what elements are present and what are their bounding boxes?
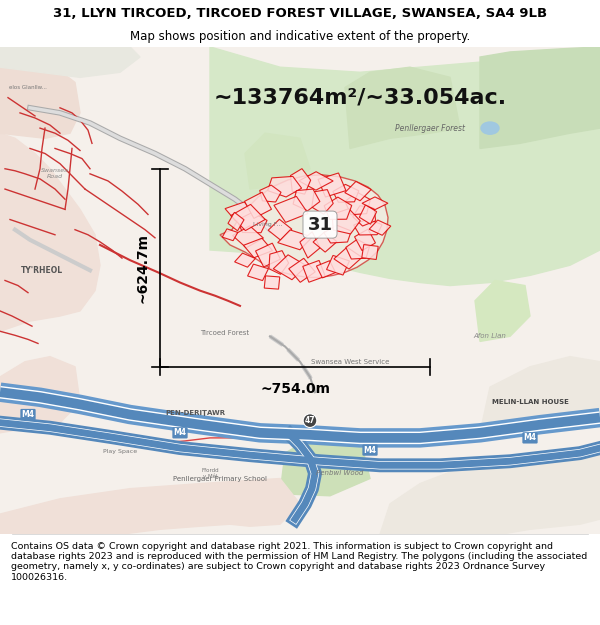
Text: M4: M4: [364, 446, 377, 454]
Polygon shape: [355, 229, 376, 251]
Polygon shape: [362, 244, 378, 259]
Polygon shape: [245, 133, 310, 189]
Polygon shape: [289, 258, 315, 282]
Polygon shape: [280, 432, 370, 496]
Polygon shape: [475, 281, 530, 341]
Polygon shape: [345, 67, 460, 148]
Polygon shape: [235, 253, 256, 268]
Polygon shape: [274, 255, 307, 280]
Text: Swansea West Service: Swansea West Service: [311, 359, 389, 365]
Polygon shape: [332, 209, 360, 234]
Polygon shape: [346, 239, 370, 259]
Polygon shape: [380, 453, 600, 534]
Polygon shape: [324, 197, 352, 219]
Ellipse shape: [481, 122, 499, 134]
Polygon shape: [220, 175, 388, 278]
Text: ~754.0m: ~754.0m: [260, 382, 330, 396]
Text: elos Glanllw...: elos Glanllw...: [9, 85, 47, 90]
Text: ~624.7m: ~624.7m: [135, 232, 149, 302]
Polygon shape: [290, 169, 311, 194]
Polygon shape: [244, 238, 272, 258]
Text: 31, LLYN TIRCOED, TIRCOED FOREST VILLAGE, SWANSEA, SA4 9LB: 31, LLYN TIRCOED, TIRCOED FOREST VILLAGE…: [53, 7, 547, 19]
Text: Ffordd
y Mêl: Ffordd y Mêl: [201, 468, 219, 479]
Polygon shape: [318, 173, 346, 197]
Text: Contains OS data © Crown copyright and database right 2021. This information is : Contains OS data © Crown copyright and d…: [11, 542, 587, 582]
Polygon shape: [313, 232, 337, 252]
Text: Penbwl Wood: Penbwl Wood: [316, 471, 364, 476]
Polygon shape: [293, 189, 320, 211]
Text: Map shows position and indicative extent of the property.: Map shows position and indicative extent…: [130, 30, 470, 43]
Polygon shape: [345, 192, 370, 215]
Polygon shape: [237, 213, 267, 232]
Polygon shape: [0, 479, 300, 534]
Polygon shape: [228, 213, 244, 231]
Polygon shape: [333, 184, 359, 203]
Polygon shape: [225, 202, 255, 221]
Text: Swansea
Road: Swansea Road: [41, 168, 69, 179]
Polygon shape: [233, 226, 263, 248]
Polygon shape: [345, 181, 371, 201]
Polygon shape: [260, 185, 281, 202]
Polygon shape: [324, 225, 351, 243]
Polygon shape: [299, 172, 333, 190]
Polygon shape: [303, 261, 325, 282]
Text: TY'RHEOL: TY'RHEOL: [21, 266, 63, 275]
Polygon shape: [274, 196, 308, 222]
Text: M4: M4: [523, 433, 536, 442]
Polygon shape: [0, 133, 100, 331]
Polygon shape: [268, 219, 292, 240]
Text: Penllergaer Forest: Penllergaer Forest: [395, 124, 465, 132]
Text: M4: M4: [173, 428, 187, 438]
Polygon shape: [278, 230, 312, 250]
Text: PEN-DERIṬAWR: PEN-DERIṬAWR: [165, 409, 225, 416]
Polygon shape: [269, 251, 289, 274]
Polygon shape: [222, 229, 238, 241]
Text: M4: M4: [22, 410, 35, 419]
Polygon shape: [369, 220, 391, 235]
Text: Living F...: Living F...: [253, 222, 283, 227]
Polygon shape: [210, 47, 600, 286]
Polygon shape: [326, 256, 349, 275]
Text: 31: 31: [308, 216, 332, 234]
Polygon shape: [0, 357, 80, 432]
Polygon shape: [353, 206, 376, 226]
Polygon shape: [362, 197, 388, 209]
Text: Afon Llan: Afon Llan: [473, 333, 506, 339]
Polygon shape: [359, 205, 377, 224]
Text: 47: 47: [305, 416, 316, 425]
Polygon shape: [248, 264, 268, 281]
Polygon shape: [231, 204, 265, 231]
Polygon shape: [480, 47, 600, 148]
Polygon shape: [334, 248, 362, 269]
Polygon shape: [0, 62, 80, 138]
Polygon shape: [300, 232, 320, 258]
Polygon shape: [316, 261, 335, 278]
Text: ~133764m²/~33.054ac.: ~133764m²/~33.054ac.: [214, 88, 506, 108]
Text: Play Space: Play Space: [103, 449, 137, 454]
Polygon shape: [312, 189, 333, 214]
Polygon shape: [354, 219, 382, 235]
Polygon shape: [0, 47, 140, 78]
Polygon shape: [256, 243, 280, 267]
Text: MELIN-LLAN HOUSE: MELIN-LLAN HOUSE: [491, 399, 568, 406]
Text: Penllergaer Primary School: Penllergaer Primary School: [173, 476, 267, 481]
Polygon shape: [264, 276, 280, 289]
Polygon shape: [480, 357, 600, 432]
Polygon shape: [268, 176, 302, 197]
Text: Tircoed Forest: Tircoed Forest: [200, 330, 250, 336]
Polygon shape: [245, 192, 271, 218]
